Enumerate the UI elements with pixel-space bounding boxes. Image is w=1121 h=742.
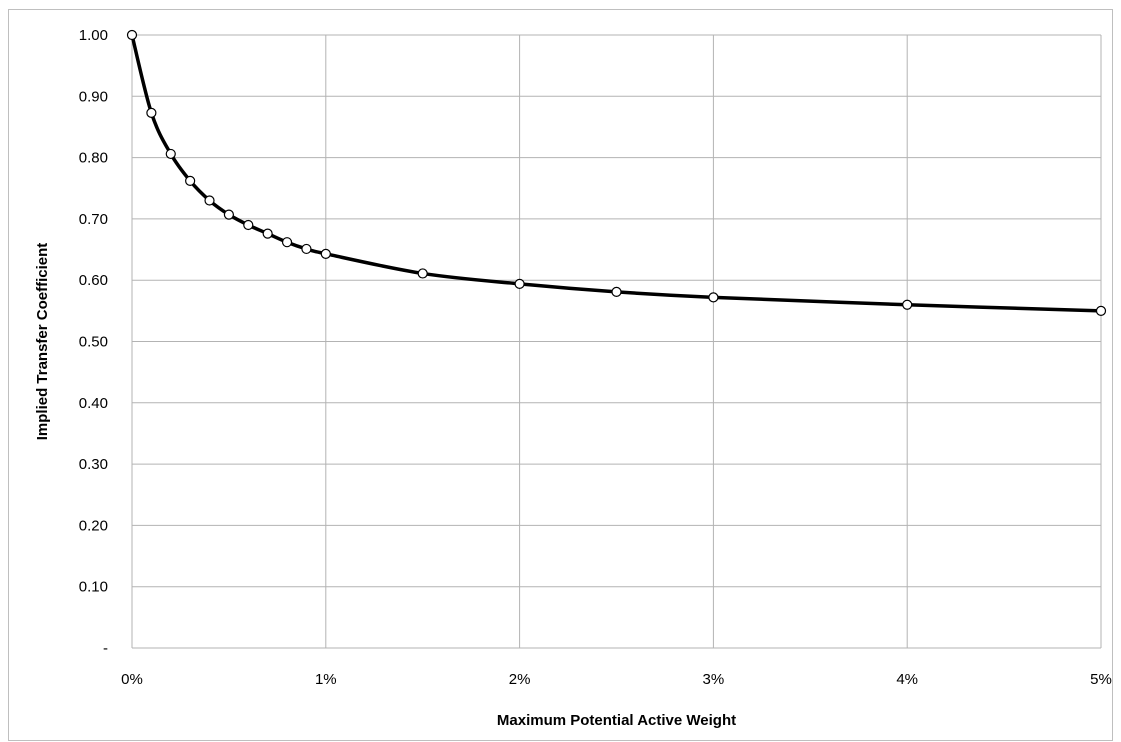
- x-tick-label: 0%: [121, 671, 143, 688]
- data-point: [262, 228, 273, 239]
- series-markers: [126, 29, 1107, 316]
- data-point: [301, 243, 312, 255]
- x-tick-label: 4%: [896, 671, 918, 688]
- y-tick-label: 0.60: [79, 272, 108, 289]
- x-tick-label: 1%: [315, 671, 337, 688]
- x-tick-label: 2%: [509, 671, 531, 688]
- data-point: [185, 175, 196, 186]
- x-axis-title: Maximum Potential Active Weight: [497, 712, 736, 729]
- y-tick-label: 0.50: [79, 334, 108, 351]
- data-point: [204, 195, 215, 206]
- y-tick-label: 1.00: [79, 27, 108, 44]
- grid: [131, 34, 1102, 649]
- y-tick-label: 0.20: [79, 517, 108, 534]
- chart-border: [8, 9, 1113, 741]
- y-tick-label: 0.70: [79, 211, 108, 228]
- data-point: [611, 286, 622, 297]
- data-point: [514, 278, 525, 289]
- data-point: [281, 237, 293, 248]
- data-point: [165, 148, 176, 160]
- series-line: [130, 33, 1103, 313]
- y-tick-label: 0.30: [79, 456, 108, 473]
- y-tick-label: -: [103, 640, 108, 657]
- y-tick-label: 0.80: [79, 150, 108, 167]
- x-tick-label: 5%: [1090, 671, 1112, 688]
- y-tick-label: 0.40: [79, 395, 108, 412]
- data-point: [223, 209, 234, 220]
- data-point: [146, 107, 157, 118]
- data-point: [243, 219, 254, 231]
- y-axis-title: Implied Transfer Coefficient: [34, 243, 51, 441]
- data-point: [902, 299, 913, 310]
- y-tick-labels: - 0.10 0.20 0.30 0.40 0.50 0.60 0.70 0.80 0.90 1.0…: [79, 27, 108, 657]
- x-tick-labels: 0% 1% 2% 3% 4% 5%: [121, 671, 1112, 688]
- data-point: [126, 29, 138, 41]
- data-point: [417, 268, 428, 279]
- data-point: [320, 248, 331, 259]
- y-tick-label: 0.10: [79, 579, 108, 596]
- x-tick-label: 3%: [703, 671, 725, 688]
- data-point: [1095, 305, 1107, 316]
- data-point: [708, 292, 719, 303]
- y-tick-label: 0.90: [79, 88, 108, 105]
